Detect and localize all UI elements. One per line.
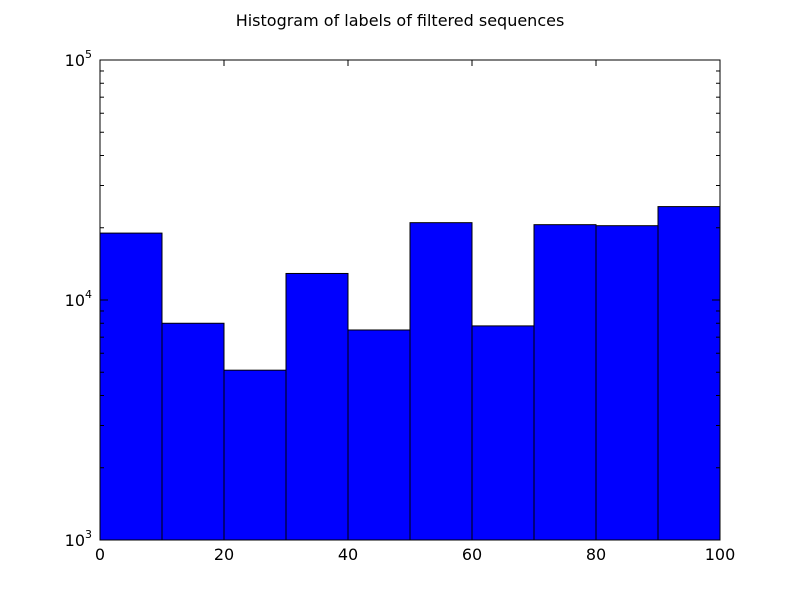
histogram-bar: [409, 222, 473, 541]
histogram-bar: [657, 206, 721, 541]
histogram-bar: [99, 232, 163, 541]
x-tick-label: 0: [95, 545, 105, 564]
x-tick-label: 100: [705, 545, 736, 564]
histogram-bar: [223, 369, 287, 541]
y-tick-label: 104: [65, 288, 92, 310]
x-tick-label: 60: [462, 545, 482, 564]
histogram-bar: [285, 272, 349, 541]
bars-group: [99, 206, 721, 541]
histogram-bar: [533, 224, 597, 541]
plot-frame: [99, 59, 721, 541]
histogram-bar: [347, 329, 411, 541]
histogram-bar: [471, 325, 535, 541]
x-tick-label: 20: [214, 545, 234, 564]
histogram-bar: [595, 225, 659, 541]
chart-title: Histogram of labels of filtered sequence…: [236, 11, 565, 30]
y-tick-label: 103: [65, 528, 92, 550]
y-tick-label: 105: [65, 48, 92, 70]
tick-labels-group: 0 20 40 60 80 100 103 104 105: [65, 48, 736, 564]
x-tick-label: 80: [586, 545, 606, 564]
x-tick-label: 40: [338, 545, 358, 564]
histogram-bar: [161, 322, 225, 541]
